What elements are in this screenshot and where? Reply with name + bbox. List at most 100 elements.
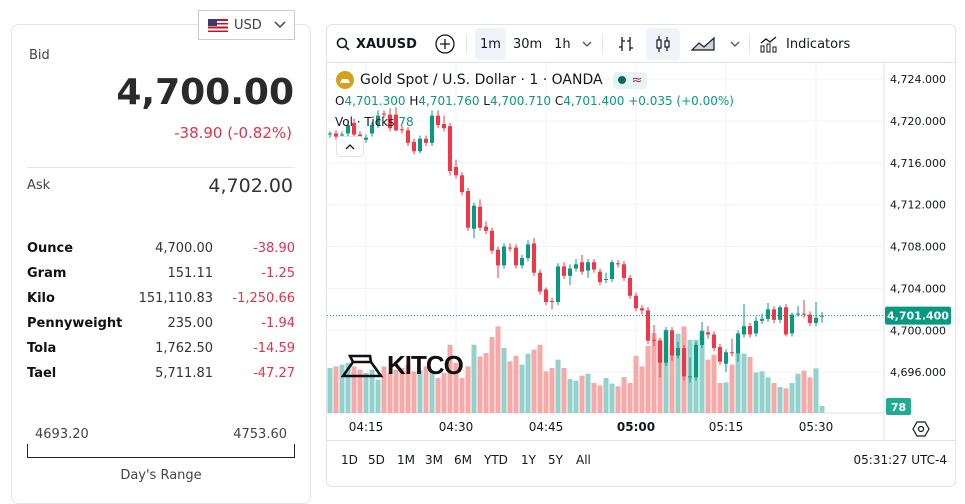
candle-body [646, 310, 650, 341]
interval-1m[interactable]: 1m [475, 28, 506, 60]
indicators-button[interactable]: Indicators [759, 27, 850, 61]
interval-30m[interactable]: 30m [512, 36, 543, 52]
interval-1h[interactable]: 1h [554, 36, 571, 52]
candle-body [724, 352, 728, 364]
volume-bar [603, 377, 609, 413]
bar-chart-type-icon[interactable] [612, 28, 640, 60]
volume-bar [489, 337, 495, 413]
divider [602, 34, 603, 54]
candle-body [640, 308, 644, 311]
volume-bar [381, 366, 387, 413]
candle-body [814, 317, 818, 323]
symbol-search[interactable]: XAUUSD [336, 27, 417, 61]
unit-row: Gram 151.11 -1.25 [27, 266, 295, 286]
candle-body [430, 115, 434, 143]
volume-legend: Vol · Ticks 78 [335, 115, 414, 129]
volume-bar [645, 345, 651, 413]
range-3m[interactable]: 3M [425, 453, 443, 467]
candle-body [664, 330, 668, 363]
volume-bar [429, 371, 435, 413]
volume-bar [327, 368, 333, 413]
unit-row: Tael 5,711.81 -47.27 [27, 366, 295, 386]
currency-label: USD [234, 17, 262, 33]
kitco-wordmark: KITCO [387, 350, 464, 380]
last-price-label: 4,701.400 [887, 310, 949, 323]
volume-bar [591, 383, 597, 413]
candle-body [586, 262, 590, 271]
compare-add-icon[interactable] [434, 33, 456, 55]
candle-body [718, 347, 722, 362]
volume-bar [525, 353, 531, 413]
gold-symbol-icon [336, 71, 354, 89]
volume-bar [579, 375, 585, 413]
range-all[interactable]: All [576, 453, 591, 467]
volume-bar [597, 385, 603, 413]
us-flag-icon [208, 18, 228, 32]
candle-body [658, 340, 662, 363]
area-chart-type-icon[interactable] [686, 28, 720, 60]
candle-body [610, 262, 614, 279]
unit-change: -1.25 [261, 266, 295, 281]
volume-bar [375, 379, 381, 413]
candlestick-chart[interactable]: 4,724.000 4,720.000 4,716.000 4,712.000 4,70… [0, 0, 965, 487]
clock[interactable]: 05:31:27 UTC-4 [853, 453, 947, 467]
candle-body [748, 326, 752, 335]
candle-body [754, 320, 758, 334]
range-6m[interactable]: 6M [454, 453, 472, 467]
candle-body [424, 138, 428, 143]
range-1m[interactable]: 1M [397, 453, 415, 467]
volume-bar [531, 349, 537, 413]
volume-bar [363, 373, 369, 413]
unit-value: 235.00 [167, 316, 214, 331]
market-status[interactable]: ≈ [612, 71, 648, 89]
range-5y[interactable]: 5Y [548, 453, 563, 467]
ask-label: Ask [27, 178, 51, 193]
volume-bar [459, 377, 465, 413]
x-tick-label: 05:30 [799, 420, 834, 434]
unit-row: Pennyweight 235.00 -1.94 [27, 316, 295, 336]
candle-body [634, 295, 638, 309]
volume-bar [819, 405, 825, 413]
y-tick-label: 4,700.000 [890, 324, 946, 337]
volume-bar [717, 383, 723, 413]
volume-bar [507, 361, 513, 413]
unit-name: Pennyweight [27, 316, 123, 331]
chart-settings-icon[interactable] [912, 420, 930, 438]
volume-bar [771, 383, 777, 413]
candle-body [364, 137, 368, 140]
candle-body [796, 313, 800, 315]
volume-bar [573, 380, 579, 413]
range-ytd[interactable]: YTD [484, 453, 508, 467]
x-tick-label: 05:15 [709, 420, 744, 434]
x-tick-label: 04:45 [529, 420, 564, 434]
range-5d[interactable]: 5D [368, 453, 385, 467]
candle-body [400, 129, 404, 131]
volume-bar [501, 348, 507, 413]
delayed-data-icon: ≈ [631, 72, 643, 88]
candle-body [574, 264, 578, 269]
volume-bar [369, 369, 375, 413]
x-tick-label: 04:30 [439, 420, 474, 434]
volume-bar [543, 371, 549, 413]
unit-name: Ounce [27, 241, 74, 256]
chevron-down-icon[interactable] [578, 39, 596, 49]
volume-bar [549, 368, 555, 413]
volume-bar [747, 357, 753, 413]
candle-chart-type-icon[interactable] [646, 28, 680, 60]
collapse-legend-button[interactable] [336, 136, 364, 157]
candle-body [712, 334, 716, 349]
candle-body [784, 307, 788, 335]
legend-low: 4,700.710 [489, 94, 552, 108]
currency-selector[interactable]: USD [198, 10, 295, 40]
y-tick-label: 4,704.000 [890, 282, 946, 295]
legend-high: 4,701.760 [418, 94, 480, 108]
candle-body [442, 124, 446, 129]
range-1d[interactable]: 1D [341, 453, 358, 467]
unit-value: 1,762.50 [155, 341, 213, 356]
range-1y[interactable]: 1Y [521, 453, 536, 467]
kitco-logo: KITCO [341, 350, 464, 381]
candle-body [514, 247, 518, 266]
chevron-down-icon[interactable] [726, 39, 744, 49]
volume-bar [567, 379, 573, 413]
candle-body [760, 318, 764, 321]
